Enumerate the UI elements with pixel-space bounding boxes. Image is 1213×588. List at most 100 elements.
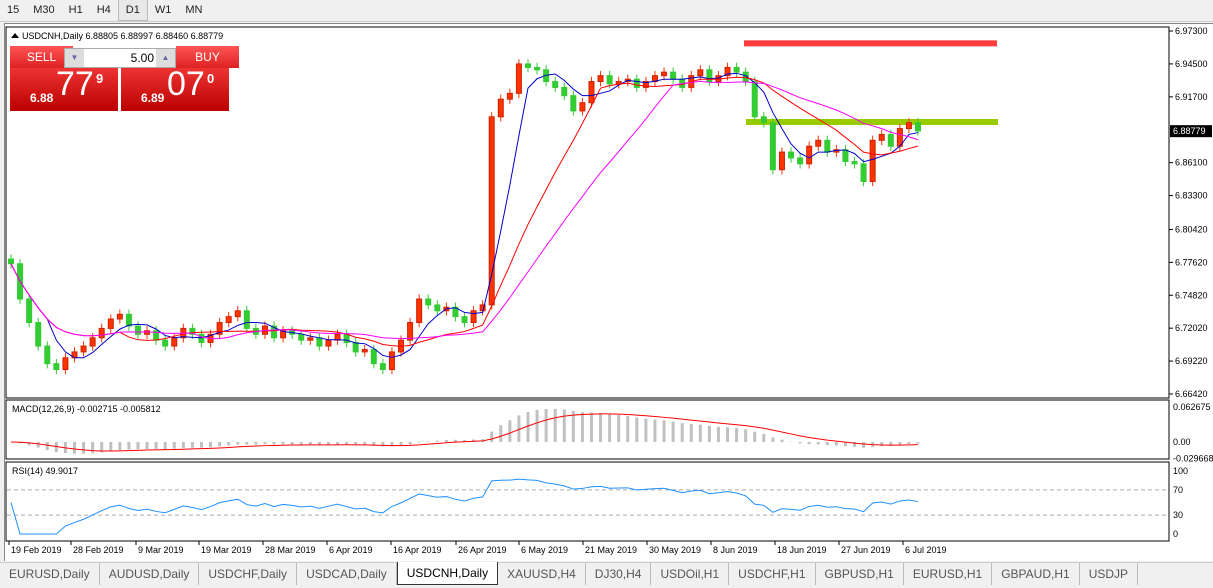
candle [515,59,522,99]
chart-tab[interactable]: USDJP [1080,563,1139,585]
candle-body [434,304,441,312]
candle [633,74,640,93]
candle-body [89,337,96,347]
rsi-label: RSI(14) 49.9017 [12,466,78,476]
candle-body [416,298,423,324]
date-tick-label: 16 Apr 2019 [393,545,442,555]
candle-body [797,157,804,165]
sell-price[interactable]: 6.88 77 9 [10,65,118,111]
price-tick-label: 6.69220 [1175,356,1208,366]
lot-input[interactable] [84,49,156,67]
candle [878,129,885,146]
candle-body [760,116,767,124]
candle-body [171,337,178,347]
collapse-triangle-icon [11,33,19,38]
sell-button[interactable]: SELL [10,46,73,68]
chart-tab[interactable]: AUDUSD,Daily [100,563,200,585]
candle-body [198,333,205,344]
price-tick-label: 6.91700 [1175,92,1208,102]
macd-tick-label: 0.062675 [1173,402,1211,412]
macd-tick-label: 0.00 [1173,437,1191,447]
candle-body [670,71,677,80]
price-tick-label: 6.74820 [1175,290,1208,300]
candle [534,62,541,75]
candle-body [343,333,350,344]
candle-body [915,122,921,132]
lot-stepper[interactable]: ▼ ▲ [64,48,176,68]
candle-body [134,325,141,335]
candle [760,112,767,128]
candle-body [234,310,241,318]
timeframe-mn[interactable]: MN [185,4,203,16]
chart-window[interactable]: 6.97300 6.94500 6.91700 6.86100 6.83300 6.804… [4,23,1213,561]
buy-price-pips: 07 [167,65,205,103]
candle-body [26,298,33,324]
candle [325,335,332,351]
timeframe-h1[interactable]: H1 [68,4,83,16]
buy-button[interactable]: BUY [176,46,239,68]
chart-tab[interactable]: USDCHF,Daily [199,563,298,585]
chart-canvas[interactable]: 6.97300 6.94500 6.91700 6.86100 6.83300 6.804… [5,24,1213,561]
timeframe-h4[interactable]: H4 [96,4,111,16]
date-tick-label: 9 Mar 2019 [138,545,184,555]
increase-lot-icon[interactable]: ▲ [156,49,175,67]
candle-body [515,63,522,94]
candle [733,62,740,77]
chart-tab[interactable]: EURUSD,Daily [0,563,100,585]
price-tick-label: 6.94500 [1175,59,1208,69]
chart-tab[interactable]: USDOil,H1 [651,563,730,585]
candle-body [53,363,60,371]
candle [62,353,69,375]
chart-tab[interactable]: XAUUSD,H4 [498,563,586,585]
candle [552,76,559,93]
candle-body [352,342,359,353]
candle-body [524,63,531,68]
candle-body [116,313,123,320]
buy-price[interactable]: 6.89 07 0 [121,65,229,111]
date-tick-label: 26 Apr 2019 [458,545,507,555]
candle [425,294,432,310]
price-tick-label: 6.77620 [1175,257,1208,267]
candle [80,341,87,357]
candle [461,311,468,328]
candle-body [751,81,758,118]
ma-slow-line [10,80,919,340]
chart-tab[interactable]: GBPAUD,H1 [992,563,1080,585]
candle-body [370,349,377,365]
candle-body [62,357,69,371]
candle-body [379,363,386,371]
date-tick-label: 27 Jun 2019 [841,545,891,555]
candle-body [361,349,368,353]
decrease-lot-icon[interactable]: ▼ [65,49,84,67]
price-tick-label: 6.80420 [1175,224,1208,234]
chart-tab[interactable]: GBPUSD,H1 [816,563,904,585]
timeframe-d1[interactable]: D1 [117,0,148,21]
chart-tab[interactable]: DJ30,H4 [586,563,652,585]
price-tick-label: 6.72020 [1175,323,1208,333]
timeframe-m30[interactable]: M30 [33,4,55,16]
candle-body [407,322,414,341]
timeframe-15[interactable]: 15 [7,4,20,16]
candle-body [851,160,858,165]
candle [524,59,531,73]
candle [298,329,305,345]
sell-price-fraction: 9 [96,71,104,86]
candle-body [488,116,495,306]
candle [26,294,33,328]
candle-body [706,69,713,83]
candle-body [225,316,232,324]
candle-body [724,66,731,77]
candle [470,306,477,328]
candle [724,62,731,81]
candle [125,309,132,331]
candle [860,159,867,187]
candle [343,329,350,348]
candle [271,321,278,343]
chart-tab[interactable]: USDCNH,Daily [396,562,499,585]
chart-tab[interactable]: EURUSD,H1 [904,563,993,585]
timeframe-w1[interactable]: W1 [154,4,172,16]
macd-tick-label: -0.029668 [1173,454,1213,464]
chart-tab[interactable]: USDCHF,H1 [729,563,816,585]
chart-tab[interactable]: USDCAD,Daily [297,563,397,585]
date-tick-label: 19 Mar 2019 [201,545,252,555]
